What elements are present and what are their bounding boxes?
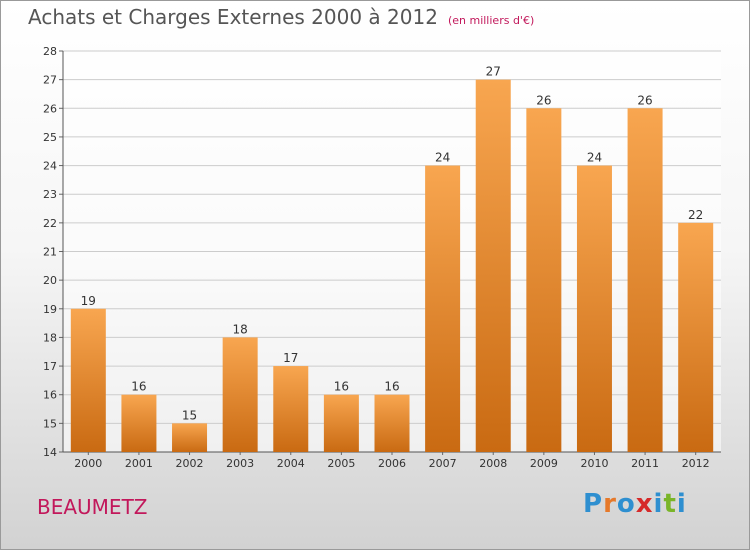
chart-subtitle: (en milliers d'€) [447, 14, 535, 27]
y-tick-label: 18 [43, 331, 57, 344]
data-label: 18 [233, 322, 248, 336]
y-tick-label: 27 [43, 74, 57, 87]
bar-2009 [526, 108, 562, 453]
x-tick-label: 2000 [74, 457, 102, 470]
proxiti-logo: Proxiti [583, 489, 687, 519]
bar-2003 [222, 337, 258, 452]
bar-2002 [172, 423, 208, 452]
x-tick-label: 2002 [176, 457, 204, 470]
chart-title: Achats et Charges Externes 2000 à 2012 (e… [28, 5, 534, 29]
y-tick-label: 28 [43, 45, 57, 58]
bar-2007 [425, 165, 461, 453]
y-tick-label: 17 [43, 360, 57, 373]
bar-2008 [475, 79, 511, 453]
x-tick-label: 2004 [277, 457, 305, 470]
x-tick-label: 2001 [125, 457, 153, 470]
logo-letter: o [616, 489, 636, 519]
commune-name: BEAUMETZ [37, 495, 148, 519]
data-label: 26 [637, 93, 652, 107]
x-tick-label: 2003 [226, 457, 254, 470]
data-label: 24 [435, 151, 450, 165]
bar-2005 [323, 394, 359, 452]
logo-letter: i [653, 489, 664, 519]
bar-2001 [121, 394, 157, 452]
chart-title-text: Achats et Charges Externes 2000 à 2012 [28, 5, 438, 29]
data-label: 15 [182, 408, 197, 422]
y-tick-label: 16 [43, 389, 57, 402]
y-tick-label: 20 [43, 274, 57, 287]
y-tick-label: 21 [43, 246, 57, 259]
logo-letter: P [583, 489, 604, 519]
x-tick-label: 2006 [378, 457, 406, 470]
x-tick-label: 2012 [682, 457, 710, 470]
data-label: 24 [587, 151, 602, 165]
bar-2006 [374, 394, 410, 452]
x-tick-label: 2005 [327, 457, 355, 470]
logo-letter: x [635, 489, 654, 519]
logo-letter: t [663, 489, 677, 519]
data-label: 19 [81, 294, 96, 308]
x-tick-label: 2010 [580, 457, 608, 470]
x-tick-label: 2011 [631, 457, 659, 470]
data-label: 16 [334, 380, 349, 394]
y-tick-label: 19 [43, 303, 57, 316]
data-label: 27 [486, 65, 501, 79]
y-tick-label: 24 [43, 160, 57, 173]
data-label: 16 [384, 380, 399, 394]
data-label: 26 [536, 93, 551, 107]
x-tick-label: 2008 [479, 457, 507, 470]
data-label: 22 [688, 208, 703, 222]
y-tick-label: 14 [43, 446, 57, 459]
logo-letter: i [676, 489, 687, 519]
x-tick-label: 2007 [429, 457, 457, 470]
x-tick-label: 2009 [530, 457, 558, 470]
data-label: 16 [131, 380, 146, 394]
y-tick-label: 22 [43, 217, 57, 230]
data-label: 17 [283, 351, 298, 365]
bar-2004 [273, 366, 309, 452]
y-tick-label: 26 [43, 102, 57, 115]
bar-2011 [627, 108, 663, 453]
bar-2000 [70, 308, 106, 452]
logo-letter: r [603, 489, 617, 519]
y-tick-label: 15 [43, 417, 57, 430]
bar-2012 [678, 222, 714, 452]
y-tick-label: 23 [43, 188, 57, 201]
y-tick-label: 25 [43, 131, 57, 144]
bar-2010 [576, 165, 612, 453]
